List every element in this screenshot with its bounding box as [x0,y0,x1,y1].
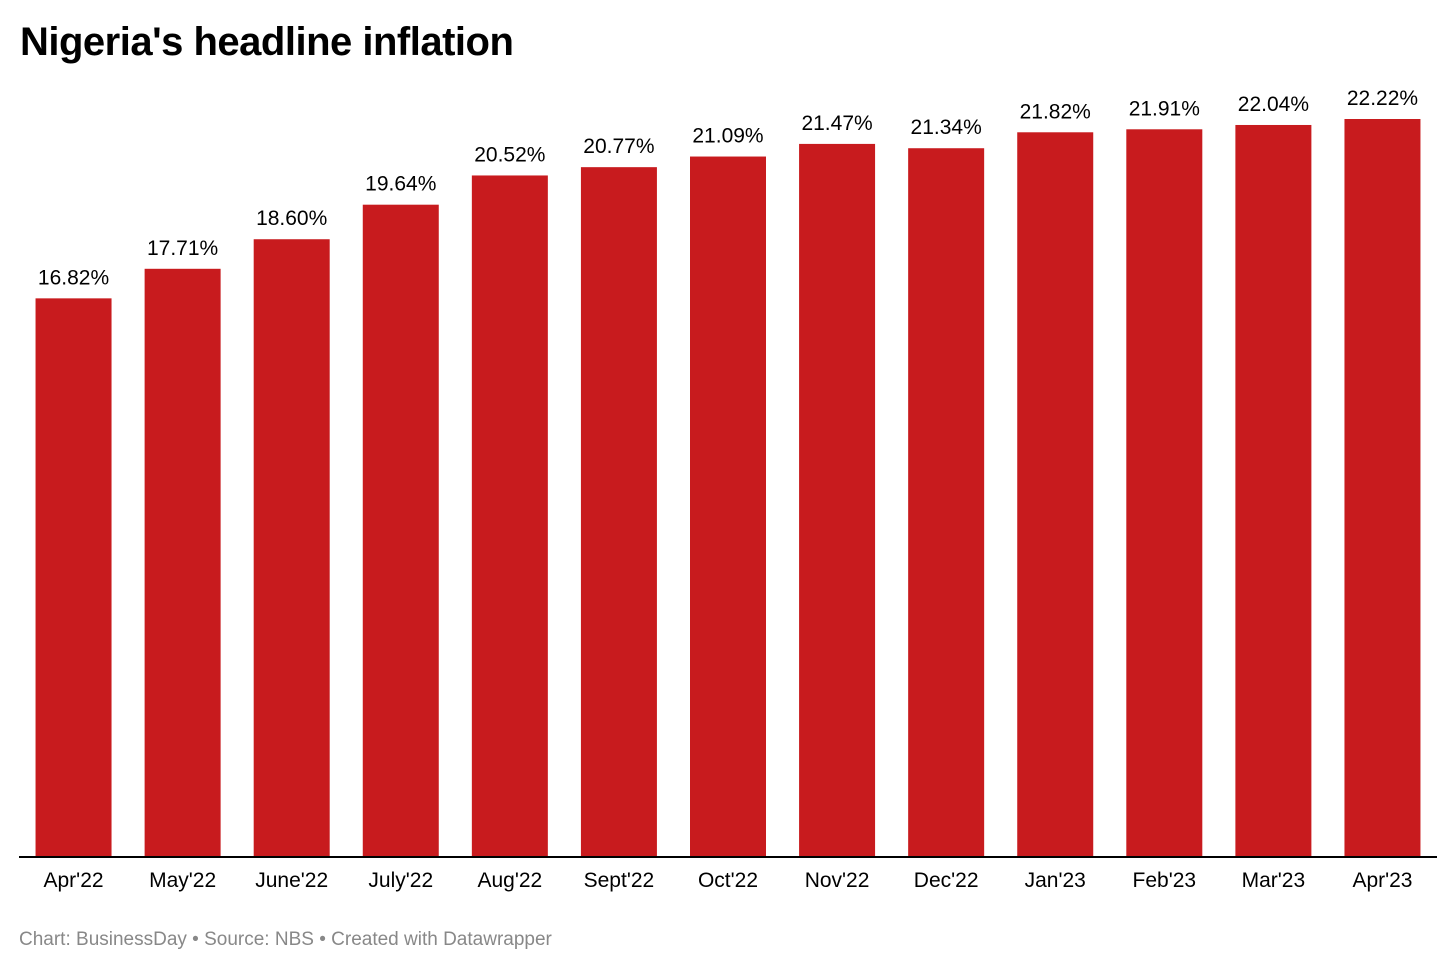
x-tick-label: Dec'22 [914,869,979,892]
x-tick-label: Sept'22 [584,869,655,892]
bar [1126,129,1203,857]
x-tick-label: July'22 [368,869,433,892]
x-tick-label: June'22 [255,869,328,892]
bar-value-label: 16.82% [38,266,109,289]
bar [144,268,221,857]
bar [1235,124,1312,858]
bars-group [35,119,1421,858]
bar-value-label: 20.52% [474,143,545,166]
x-tick-label: Oct'22 [698,869,758,892]
chart-title: Nigeria's headline inflation [20,20,514,64]
chart-footer: Chart: BusinessDay • Source: NBS • Creat… [19,929,552,950]
x-tick-label: Nov'22 [805,869,870,892]
bar [1017,132,1094,857]
value-labels-group: 16.82% 17.71% 18.60% 19.64% 20.52% 20.77% 21.0… [38,87,1418,289]
x-tick-label: Feb'23 [1133,869,1197,892]
bar [908,148,985,857]
bar [471,175,548,857]
bar-chart: 16.82% 17.71% 18.60% 19.64% 20.52% 20.77% 21.0… [19,87,1437,892]
x-tick-label: Apr'22 [44,869,104,892]
bar [690,156,766,857]
x-tick-label: Aug'22 [477,869,542,892]
bar-value-label: 21.91% [1129,97,1200,120]
bar-value-label: 22.22% [1347,87,1418,110]
bar [1344,119,1421,857]
bar-value-label: 21.34% [911,116,982,139]
bar-value-label: 19.64% [365,173,436,196]
bar-value-label: 18.60% [256,207,327,230]
bar-value-label: 20.77% [583,135,654,158]
bar [799,143,876,858]
bar [253,239,330,857]
bar [580,167,657,858]
x-tick-label: Jan'23 [1025,869,1086,892]
bar-value-label: 22.04% [1238,93,1309,116]
bar-value-label: 17.71% [147,237,218,260]
bar-value-label: 21.09% [692,125,763,148]
x-tick-label: May'22 [149,869,216,892]
bar [362,204,439,857]
x-tick-label: Mar'23 [1242,869,1306,892]
x-tick-labels-group: Apr'22 May'22 June'22 July'22 Aug'22 Sept'22 O… [44,869,1413,892]
bar-value-label: 21.47% [801,112,872,135]
bar-value-label: 21.82% [1020,100,1091,123]
bar [35,298,112,857]
x-tick-label: Apr'23 [1352,869,1412,892]
